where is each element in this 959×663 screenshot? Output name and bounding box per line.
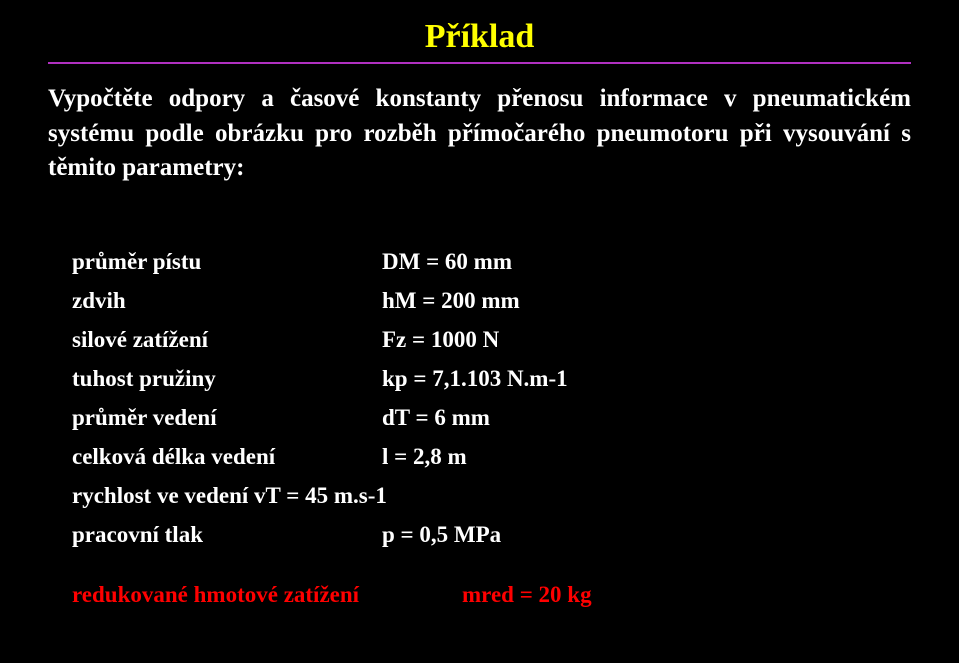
reduced-mass-row: redukované hmotové zatížení mred = 20 kg [72,582,911,608]
param-label: tuhost pružiny [72,359,382,398]
param-label: průměr pístu [72,242,382,281]
param-value: kp = 7,1.103 N.m-1 [382,359,911,398]
param-row: celková délka vedení l = 2,8 m [72,437,911,476]
reduced-label: redukované hmotové zatížení [72,582,462,608]
problem-statement: Vypočtěte odpory a časové konstanty přen… [48,82,911,186]
param-value: hM = 200 mm [382,281,911,320]
param-row: průměr vedení dT = 6 mm [72,398,911,437]
param-label: rychlost ve vedení vT = 45 m.s-1 [72,476,387,515]
param-label: zdvih [72,281,382,320]
param-value: p = 0,5 MPa [382,515,911,554]
slide-title: Příklad [48,18,911,56]
param-value: dT = 6 mm [382,398,911,437]
slide: Příklad Vypočtěte odpory a časové konsta… [0,0,959,663]
param-value: Fz = 1000 N [382,320,911,359]
param-row: zdvih hM = 200 mm [72,281,911,320]
reduced-value: mred = 20 kg [462,582,592,608]
param-row: pracovní tlak p = 0,5 MPa [72,515,911,554]
param-label: celková délka vedení [72,437,382,476]
param-row: rychlost ve vedení vT = 45 m.s-1 [72,476,911,515]
param-label: průměr vedení [72,398,382,437]
param-label: pracovní tlak [72,515,382,554]
parameter-list: průměr pístu DM = 60 mm zdvih hM = 200 m… [72,242,911,609]
param-value: DM = 60 mm [382,242,911,281]
param-value [387,476,911,515]
param-label: silové zatížení [72,320,382,359]
param-value: l = 2,8 m [382,437,911,476]
param-row: silové zatížení Fz = 1000 N [72,320,911,359]
param-row: tuhost pružiny kp = 7,1.103 N.m-1 [72,359,911,398]
title-rule [48,62,911,64]
param-row: průměr pístu DM = 60 mm [72,242,911,281]
